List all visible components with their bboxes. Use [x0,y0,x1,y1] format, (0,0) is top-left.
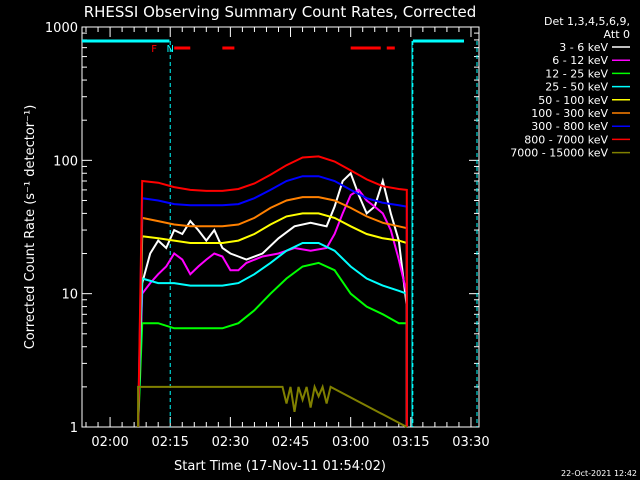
legend-header: Att 0 [604,28,630,41]
x-tick-label: 02:00 [91,435,128,450]
x-tick-label: 03:15 [392,435,429,450]
legend-header: Det 1,3,4,5,6,9, [544,15,630,28]
y-axis-label: Corrected Count Rate (s⁻¹ detector⁻¹) [23,105,38,350]
y-tick-label: 10 [61,288,78,303]
series-line [137,155,408,428]
chart-title: RHESSI Observing Summary Count Rates, Co… [84,3,477,21]
series-line [137,196,408,428]
legend-entry-label: 800 - 7000 keV [524,133,608,146]
legend-entry-label: 300 - 800 keV [531,120,608,133]
x-axis-ticks: 02:00 02:15 02:30 02:45 03:00 03:15 03:30 [85,27,490,450]
data-series [137,155,408,428]
plot-frame [81,26,480,428]
legend-entry-label: 12 - 25 keV [545,67,608,80]
series-line [137,212,408,428]
series-line [137,175,408,428]
legend-entry-label: 100 - 300 keV [531,107,608,120]
legend-entry-label: 25 - 50 keV [545,81,608,94]
series-line [137,188,408,428]
legend-entry-label: 7000 - 15000 keV [510,147,608,160]
x-tick-label: 02:30 [212,435,249,450]
series-line [137,261,408,428]
x-tick-label: 03:30 [452,435,489,450]
date-stamp: 22-Oct-2021 12:42 [561,469,637,478]
legend-entry-label: 50 - 100 keV [538,94,608,107]
y-axis-ticks: 1 10 100 1000 [45,21,479,436]
series-line [137,242,408,428]
plot-area: 1 10 100 1000 02:00 02:15 02:30 02:45 03:00 03:1… [45,21,490,450]
x-tick-label: 02:15 [151,435,188,450]
flag-letter: N [166,44,173,55]
y-tick-label: 100 [53,154,78,169]
y-tick-label: 1 [70,421,78,436]
x-tick-label: 02:45 [272,435,309,450]
y-tick-label: 1000 [45,21,78,36]
x-axis-label: Start Time (17-Nov-11 01:54:02) [174,459,386,474]
series-line [137,383,408,428]
legend-entry-label: 6 - 12 keV [552,54,608,67]
legend-entry-label: 3 - 6 keV [559,41,608,54]
flag-letter: F [151,44,157,55]
x-tick-label: 03:00 [332,435,369,450]
